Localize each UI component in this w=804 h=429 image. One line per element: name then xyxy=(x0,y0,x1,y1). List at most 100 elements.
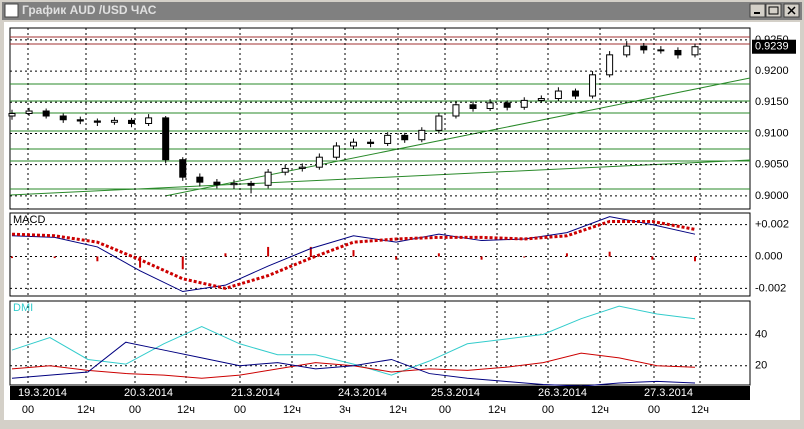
window-title: График AUD /USD ЧАС xyxy=(22,3,157,17)
minimize-button[interactable] xyxy=(749,3,766,18)
candle-body xyxy=(315,156,323,168)
histogram-bar xyxy=(523,256,526,258)
candle-body xyxy=(230,182,238,186)
series-line xyxy=(11,219,696,290)
current-price-box xyxy=(752,39,796,54)
candle-body xyxy=(298,166,306,169)
y-tick-label: 0.9050 xyxy=(755,159,789,171)
candle-body xyxy=(691,46,699,56)
histogram-bar xyxy=(694,256,696,262)
date-label: 20.3.2014 xyxy=(124,387,173,399)
macd-panel xyxy=(9,212,751,297)
hour-label: 12ч xyxy=(591,404,609,416)
histogram-bar xyxy=(11,256,13,259)
hour-label: 00 xyxy=(439,404,451,416)
candle-body xyxy=(42,110,50,117)
candle-body xyxy=(503,102,511,108)
histogram-bar xyxy=(395,256,398,260)
candle-body xyxy=(110,119,118,123)
candle-body xyxy=(435,115,443,131)
maximize-button[interactable] xyxy=(765,3,782,18)
series-line xyxy=(11,305,696,376)
trend-line xyxy=(164,77,751,197)
candle-body xyxy=(367,141,375,144)
histogram-bar xyxy=(565,253,568,257)
series-line xyxy=(11,216,696,293)
candle-body xyxy=(179,159,187,178)
y-tick-label: 0.9000 xyxy=(755,190,789,202)
y-tick-label: 0.000 xyxy=(755,250,783,262)
histogram-bar xyxy=(480,256,483,260)
candle-body xyxy=(674,49,682,56)
histogram-bar xyxy=(651,256,654,260)
y-tick-label: 0.9200 xyxy=(755,65,789,77)
hour-label: 12ч xyxy=(177,404,195,416)
y-tick-label: 0.9150 xyxy=(755,96,789,108)
app-icon xyxy=(4,3,19,18)
candle-body xyxy=(589,74,597,97)
hour-label: 00 xyxy=(234,404,246,416)
candle-body xyxy=(213,181,221,186)
y-tick-label: 40 xyxy=(755,328,767,340)
candle-body xyxy=(486,102,494,110)
candle-body xyxy=(418,129,426,141)
panel-title: DMI xyxy=(13,302,33,314)
panel-title: MACD xyxy=(13,214,45,226)
candle-body xyxy=(350,141,357,147)
candle-body xyxy=(571,90,579,97)
date-label: 19.3.2014 xyxy=(18,387,67,399)
y-tick-label: 20 xyxy=(755,360,767,372)
candle-body xyxy=(145,117,153,124)
candle-body xyxy=(196,176,204,183)
hour-label: 00 xyxy=(648,404,660,416)
chart-background xyxy=(4,22,800,420)
candle-body xyxy=(452,104,460,117)
candle-body xyxy=(520,99,528,108)
histogram-bar xyxy=(181,256,184,270)
date-label: 25.3.2014 xyxy=(431,387,480,399)
histogram-bar xyxy=(139,256,142,268)
candle-body xyxy=(128,119,136,124)
dmi-panel xyxy=(9,300,751,386)
histogram-bar xyxy=(437,253,440,257)
drawn-lines xyxy=(9,36,751,197)
date-bar xyxy=(10,386,750,400)
histogram-bar xyxy=(267,246,270,257)
candle-body xyxy=(162,117,170,161)
candle-body xyxy=(332,145,340,158)
window-buttons[interactable] xyxy=(749,3,800,18)
candle-body xyxy=(384,134,392,144)
hour-label: 00 xyxy=(22,404,34,416)
y-tick-label: +0.002 xyxy=(755,219,789,231)
hour-label: 00 xyxy=(542,404,554,416)
candle-body xyxy=(606,54,614,76)
date-label: 21.3.2014 xyxy=(231,387,280,399)
candle-body xyxy=(281,167,289,173)
histogram-bar xyxy=(309,246,312,257)
histogram-bar xyxy=(352,250,355,257)
hour-label: 12ч xyxy=(389,404,407,416)
candle-body xyxy=(640,45,648,51)
hour-label: 3ч xyxy=(339,404,351,416)
histogram-bar xyxy=(96,256,99,262)
histogram-bar xyxy=(53,256,56,259)
candle-body xyxy=(554,90,562,100)
date-label: 26.3.2014 xyxy=(538,387,587,399)
candle-body xyxy=(401,134,409,141)
candle-body xyxy=(469,104,477,110)
histogram-bar xyxy=(608,251,611,257)
current-price-label: 0.9239 xyxy=(755,41,789,53)
candle-body xyxy=(25,110,33,115)
y-tick-label: 0.9100 xyxy=(755,127,789,139)
close-icon xyxy=(787,6,796,15)
candle-body xyxy=(76,119,84,122)
hour-label: 12ч xyxy=(77,404,95,416)
candle-body xyxy=(59,115,67,121)
hour-label: 12ч xyxy=(283,404,301,416)
candle-body xyxy=(657,49,665,52)
maximize-icon xyxy=(768,6,779,15)
y-tick-label: -0.002 xyxy=(755,282,786,294)
date-label: 24.3.2014 xyxy=(338,387,387,399)
hour-label: 12ч xyxy=(691,404,709,416)
